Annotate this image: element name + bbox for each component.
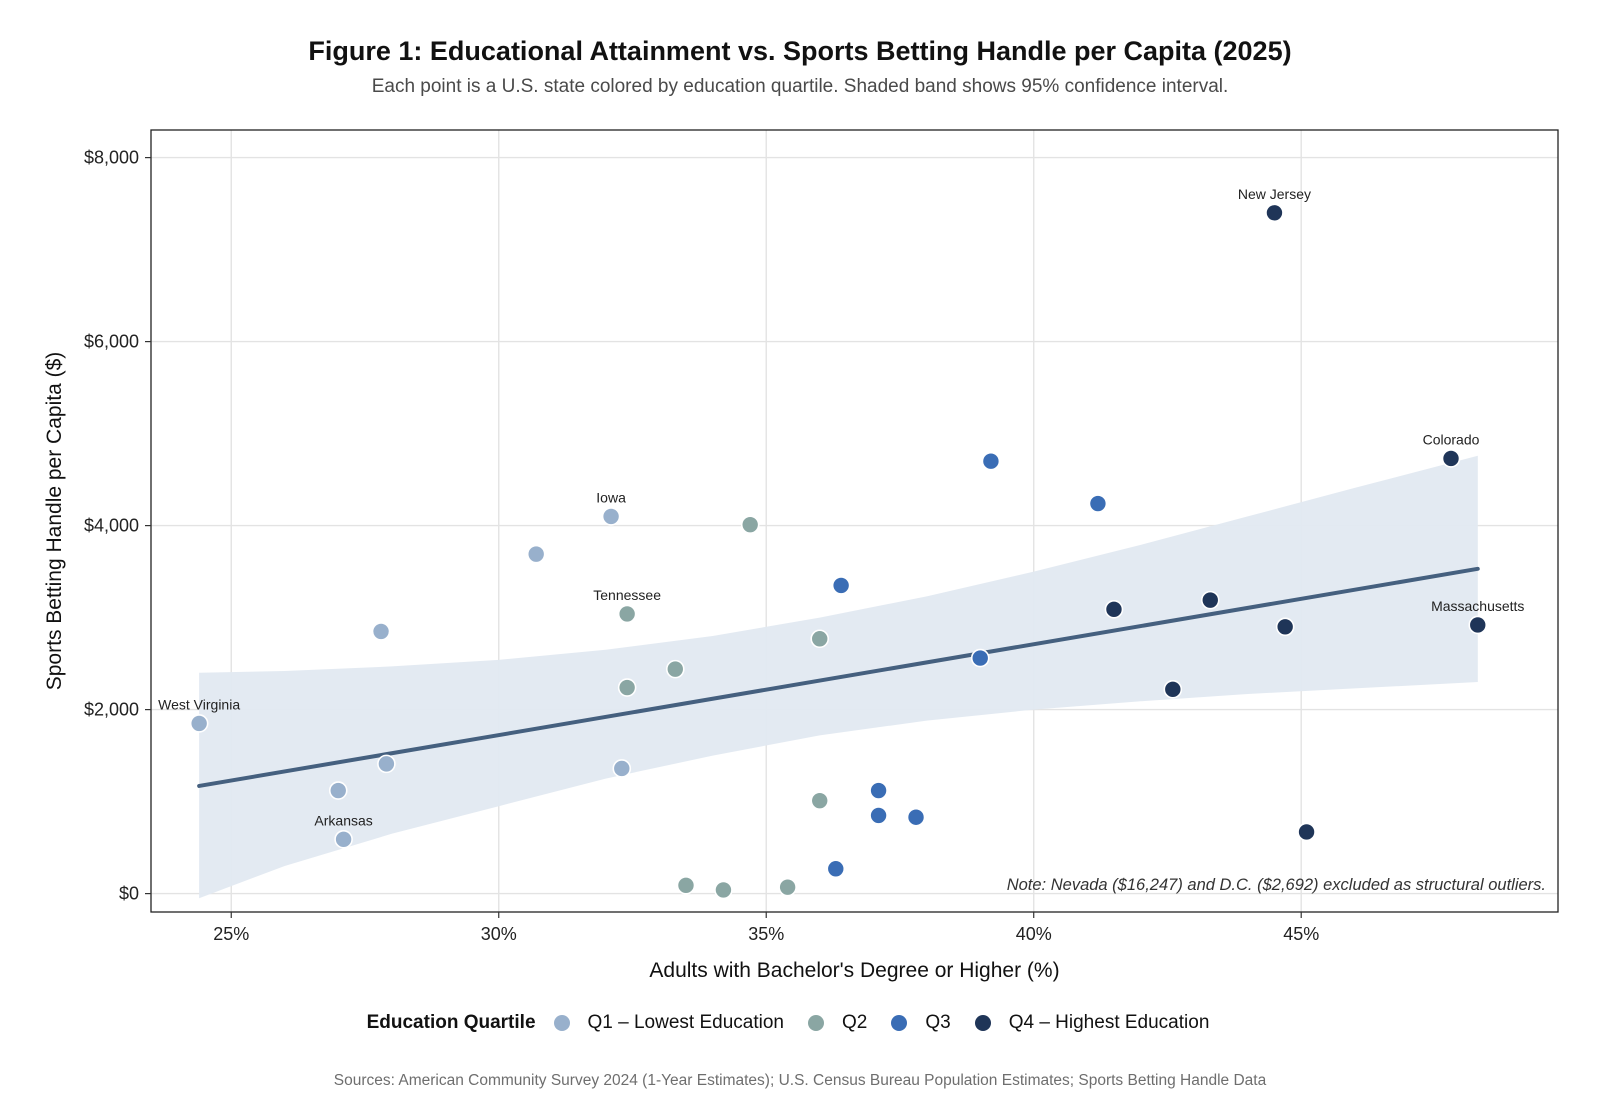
point-label: Iowa <box>596 489 626 505</box>
note-annotation: Note: Nevada ($16,247) and D.C. ($2,692)… <box>1007 876 1546 894</box>
legend-label-q3: Q3 <box>925 1012 951 1033</box>
y-tick-label: $2,000 <box>84 700 139 720</box>
legend-label-q2: Q2 <box>841 1012 868 1033</box>
legend-label-q1: Q1 – Lowest Education <box>587 1012 784 1033</box>
legend-item-q3: Q3 <box>891 1012 951 1034</box>
data-point-q4 <box>1104 600 1124 619</box>
legend-label-q4: Q4 – Highest Education <box>1008 1012 1210 1033</box>
data-point-q3 <box>831 576 851 595</box>
data-point-q2 <box>778 877 797 897</box>
data-point-q2 <box>665 659 685 679</box>
y-tick-label: $8,000 <box>84 148 139 168</box>
data-point-q4 <box>1200 590 1220 610</box>
y-tick-label: $6,000 <box>84 332 139 352</box>
x-tick-label: 35% <box>748 924 784 944</box>
x-tick-label: 40% <box>1016 924 1052 944</box>
data-point-q1 <box>601 507 621 526</box>
source-note: Sources: American Community Survey 2024 … <box>333 1072 1267 1089</box>
data-point-q4 <box>1441 449 1461 468</box>
y-tick-label: $4,000 <box>84 516 139 536</box>
data-point-q4 <box>1297 822 1316 842</box>
data-point-q2 <box>740 515 760 534</box>
data-point-q4 <box>1468 615 1488 635</box>
data-point-q1 <box>377 754 396 774</box>
data-point-q4 <box>1265 203 1284 223</box>
data-point-q2 <box>617 678 637 697</box>
trend-line <box>197 566 1480 788</box>
data-point-q3 <box>1088 494 1108 513</box>
point-label: Tennessee <box>593 587 661 603</box>
data-point-q1 <box>526 544 546 564</box>
data-point-q2 <box>676 876 696 895</box>
legend-item-q2: Q2 <box>807 1012 868 1034</box>
legend-swatch-q1 <box>553 1015 570 1031</box>
y-axis-title: Sports Betting Handle per Capita ($) <box>43 352 66 691</box>
plot-border <box>150 129 1559 913</box>
data-point-q2 <box>810 629 830 649</box>
data-point-q3 <box>970 648 990 668</box>
data-point-q1 <box>612 759 632 778</box>
x-tick-label: 25% <box>213 924 249 944</box>
point-label: New Jersey <box>1238 186 1311 202</box>
data-point-q4 <box>1163 680 1183 699</box>
data-point-q1 <box>328 781 348 800</box>
point-label: Massachusetts <box>1431 598 1524 614</box>
data-point-q3 <box>826 859 846 879</box>
data-point-q2 <box>714 880 733 900</box>
data-point-q2 <box>810 791 830 810</box>
x-axis-title: Adults with Bachelor's Degree or Higher … <box>649 959 1059 982</box>
chart-title: Figure 1: Educational Attainment vs. Spo… <box>308 36 1292 66</box>
x-tick-label: 30% <box>481 924 517 944</box>
data-point-q2 <box>617 604 637 624</box>
data-point-q1 <box>371 622 391 641</box>
data-point-q3 <box>869 781 888 800</box>
legend-swatch-q4 <box>974 1015 991 1031</box>
y-tick-label: $0 <box>119 884 139 904</box>
legend-item-q4: Q4 – Highest Education <box>974 1012 1210 1034</box>
legend-title: Education Quartile <box>366 1012 536 1033</box>
data-point-q1 <box>189 714 209 733</box>
point-label: West Virginia <box>158 696 240 712</box>
data-point-q1 <box>334 830 353 849</box>
scatter-chart: West Virginia Arkansas Iowa Tennessee New Je… <box>43 129 1559 982</box>
data-point-q3 <box>869 806 888 825</box>
legend-swatch-q2 <box>807 1015 824 1031</box>
x-tick-label: 45% <box>1283 924 1319 944</box>
chart-subtitle: Each point is a U.S. state colored by ed… <box>371 76 1229 97</box>
data-point-q3 <box>906 807 926 827</box>
point-label: Colorado <box>1423 431 1480 447</box>
data-point-q3 <box>981 451 1001 471</box>
legend: Education Quartile Q1 – Lowest Education… <box>0 1012 1600 1034</box>
point-label: Arkansas <box>314 812 372 828</box>
legend-swatch-q3 <box>891 1015 908 1031</box>
legend-item-q1: Q1 – Lowest Education <box>553 1012 784 1034</box>
data-point-q4 <box>1275 617 1295 637</box>
